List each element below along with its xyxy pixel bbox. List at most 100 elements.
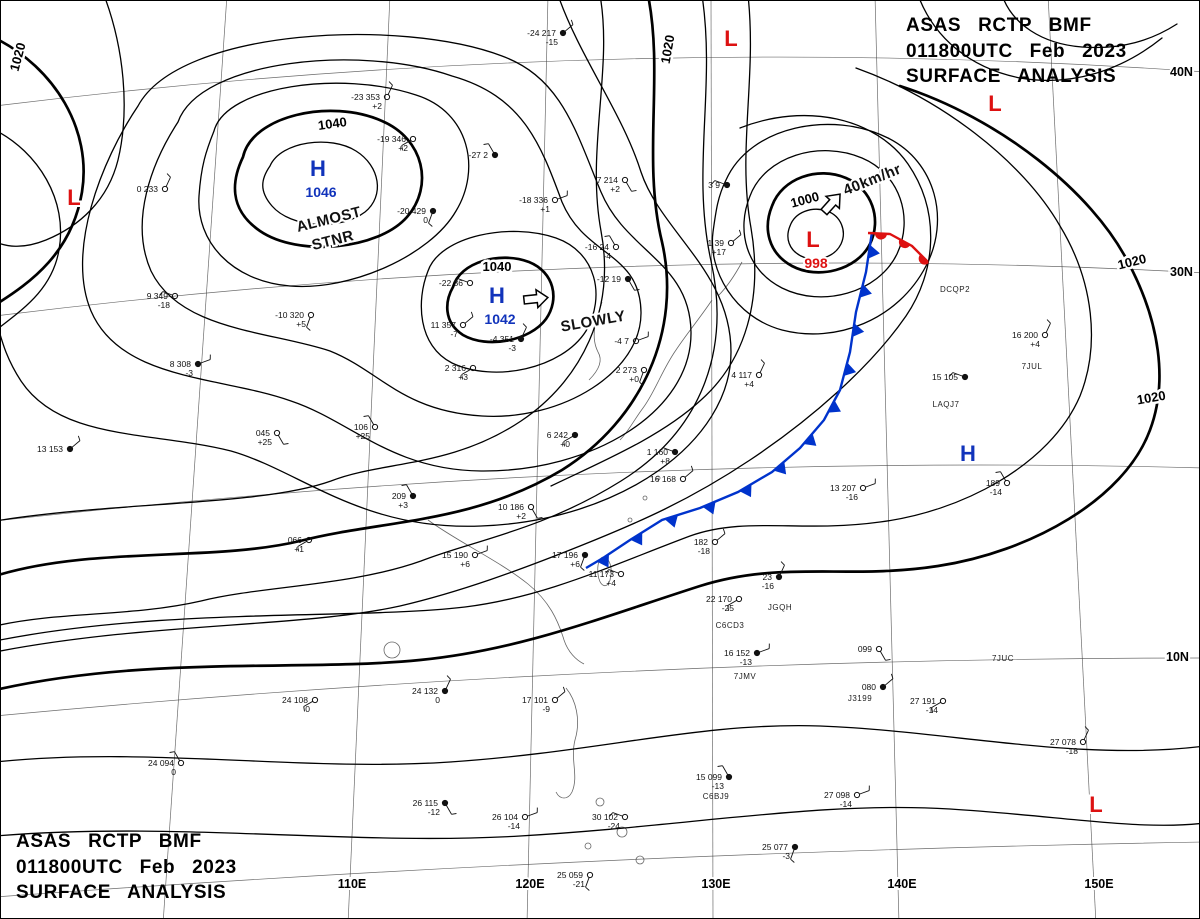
station-circle-icon <box>171 292 179 300</box>
wind-barb-tick-icon <box>1046 319 1051 324</box>
station-observation-text: -24 217 <box>527 28 556 38</box>
station-observation-text: -16 <box>846 492 859 502</box>
title-line-3: SURFACE ANALYSIS <box>906 66 1117 88</box>
station-observation-text: 4 117 <box>731 370 752 380</box>
station-observation-text: -10 320 <box>275 310 304 320</box>
station-observation-text: 0 <box>171 767 176 777</box>
wind-barb-icon <box>759 363 765 373</box>
wind-barb-tick-icon <box>717 765 723 767</box>
station-circle-icon <box>581 551 589 559</box>
isobar <box>262 141 379 226</box>
station-circle-icon <box>371 423 379 431</box>
isobar-value-label: 1020 <box>1136 388 1167 408</box>
wind-barb-icon <box>639 372 644 383</box>
station-observation-text: 045 <box>256 428 270 438</box>
wind-barb-icon <box>387 85 393 95</box>
station-observation-text: 3 9 <box>708 180 720 190</box>
station-observation-text: +25 <box>356 431 371 441</box>
center-pressure-value: 1046 <box>305 184 336 200</box>
wind-barb-icon <box>527 812 538 817</box>
station-circle-icon <box>755 371 763 379</box>
isobar <box>0 114 932 652</box>
isobar <box>743 150 905 298</box>
station-circle-icon <box>571 431 579 439</box>
wind-barb-icon <box>779 565 785 575</box>
wind-barb-icon <box>1000 471 1007 481</box>
low-center-symbol: L <box>988 91 1001 116</box>
ship-station-id: JGQH <box>768 603 792 612</box>
station-observation-text: +3 <box>398 500 408 510</box>
station-observation-text: 10 186 <box>498 502 524 512</box>
wind-barb-icon <box>174 751 181 761</box>
station-observation-text: 2 273 <box>616 365 638 375</box>
coastline-island <box>595 797 605 807</box>
warm-front-semicircle <box>874 233 887 240</box>
warm-front-semicircle <box>918 254 929 265</box>
isobar <box>0 0 605 521</box>
station-observation-text: 16 152 <box>724 648 750 658</box>
station-observation-text: -9 <box>542 704 550 714</box>
movement-arrows <box>522 193 841 310</box>
ship-station-id: C6CD3 <box>716 621 745 630</box>
wind-barb-icon <box>445 805 452 815</box>
title-line-2: 011800UTC Feb 2023 <box>906 40 1127 62</box>
wind-barb-tick-icon <box>388 81 393 86</box>
isobar <box>711 123 939 335</box>
station-observation-text: 8 308 <box>170 359 192 369</box>
wind-barb-icon <box>521 327 527 337</box>
station-observation-text: 106 <box>354 422 368 432</box>
isobar <box>0 0 718 626</box>
station-circle-icon <box>725 773 733 781</box>
station-circle-icon <box>409 135 417 143</box>
isobar <box>0 0 732 527</box>
latitude-label: 10N <box>1166 650 1189 664</box>
station-observation-text: 182 <box>694 537 708 547</box>
isobar-1020 <box>0 39 85 304</box>
wind-barb-tick-icon <box>428 222 433 227</box>
coastline-china <box>427 519 585 665</box>
station-circle-icon <box>1079 738 1087 746</box>
cold-front-triangle <box>702 501 716 515</box>
wind-barb-icon <box>612 812 623 817</box>
isobar <box>198 82 470 288</box>
wind-barb-icon <box>457 278 468 283</box>
cold-front-triangle <box>664 514 678 528</box>
station-circle-icon <box>775 573 783 581</box>
station-circle-icon <box>66 445 74 453</box>
cold-front-triangle <box>803 433 817 446</box>
station-observation-text: 11 173 <box>589 569 615 579</box>
wind-barb-tick-icon <box>461 374 463 380</box>
station-circle-icon <box>469 364 477 372</box>
wind-barb-icon <box>931 701 941 708</box>
wind-barb-tick-icon <box>722 528 726 534</box>
wind-barb-icon <box>1045 323 1051 333</box>
station-observation-text: -4 <box>603 251 611 261</box>
cold-front-triangle <box>739 484 752 498</box>
wind-barb-icon <box>714 180 725 185</box>
station-observation-text: +4 <box>1030 339 1040 349</box>
wind-barb-tick-icon <box>297 546 299 552</box>
longitude-label: 130E <box>701 877 730 891</box>
ship-station-id: DCQP2 <box>940 285 970 294</box>
high-center-symbol: H <box>960 441 976 466</box>
station-observation-text: +2 <box>398 143 408 153</box>
wind-barb-icon <box>303 700 313 707</box>
station-observation-text: 209 <box>392 491 406 501</box>
ship-station-id: LAQJ7 <box>933 400 960 409</box>
station-observation-text: -7 <box>450 329 458 339</box>
wind-barb-icon <box>759 648 770 653</box>
wind-barb-tick-icon <box>303 706 305 712</box>
pressure-centers-layer: H 1046 H 1042 H L 998 L L L L <box>65 24 1104 819</box>
station-circle-icon <box>723 181 731 189</box>
station-observation-text: +4 <box>606 578 616 588</box>
station-circle-icon <box>1003 479 1011 487</box>
station-observation-text: 30 102 <box>592 812 618 822</box>
station-observation-text: +17 <box>712 247 727 257</box>
wind-barb-icon <box>638 336 649 341</box>
station-circle-icon <box>177 759 185 767</box>
coastline-island <box>383 641 401 659</box>
station-observation-text: 7 214 <box>597 175 619 185</box>
station-circle-icon <box>671 448 679 456</box>
wind-barb-icon <box>557 195 568 200</box>
wind-barb-icon <box>556 691 566 699</box>
